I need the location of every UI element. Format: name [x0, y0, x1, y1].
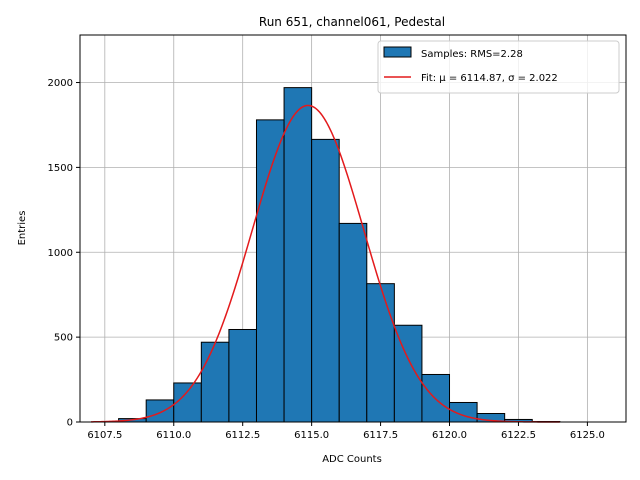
x-axis-ticks: 6107.5 6110.0 6112.5 6115.0 6117.5 6120.0 6122… — [87, 422, 605, 441]
y-tick-label: 1500 — [48, 163, 73, 174]
legend-samples-swatch — [383, 46, 412, 58]
legend: Samples: RMS=2.28 Fit: μ = 6114.87, σ = … — [377, 40, 620, 94]
y-axis-ticks: 0 500 1000 1500 2000 — [48, 78, 80, 429]
histogram-bar — [255, 119, 285, 423]
histogram-bar — [311, 138, 340, 423]
y-tick-label: 0 — [67, 418, 73, 429]
x-tick-label: 6107.5 — [87, 430, 122, 441]
histogram-bar — [338, 222, 368, 423]
x-tick-label: 6120.0 — [432, 430, 467, 441]
fit-curve-group — [91, 104, 560, 423]
histogram-bar — [283, 87, 313, 423]
histogram-bar — [200, 341, 230, 423]
fit-curve — [91, 104, 560, 423]
histogram-bar — [145, 399, 175, 423]
histogram-bar — [173, 382, 202, 423]
histogram-bar — [393, 324, 423, 423]
chart-title: Run 651, channel061, Pedestal — [259, 15, 445, 29]
legend-fit-label: Fit: μ = 6114.87, σ = 2.022 — [421, 73, 558, 84]
legend-samples-label: Samples: RMS=2.28 — [421, 49, 523, 60]
x-tick-label: 6110.0 — [156, 430, 191, 441]
histogram-bar — [366, 283, 395, 423]
x-tick-label: 6125.0 — [570, 430, 605, 441]
x-tick-label: 6117.5 — [363, 430, 398, 441]
y-tick-label: 500 — [54, 333, 73, 344]
x-tick-label: 6115.0 — [294, 430, 329, 441]
plot-frame — [79, 34, 627, 423]
y-tick-label: 2000 — [48, 78, 73, 89]
y-tick-label: 1000 — [48, 248, 73, 259]
x-axis-label: ADC Counts — [322, 454, 382, 465]
y-axis-label: Entries — [17, 211, 28, 246]
x-tick-label: 6112.5 — [225, 430, 260, 441]
legend-box — [377, 40, 620, 94]
x-tick-label: 6122.5 — [501, 430, 536, 441]
histogram-bar — [228, 328, 257, 423]
